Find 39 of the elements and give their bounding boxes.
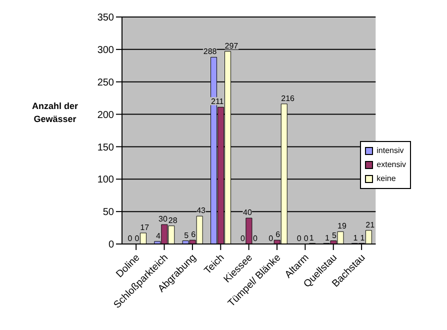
- data-label: 1: [353, 233, 358, 242]
- data-label: 0: [268, 234, 274, 243]
- data-label: 5: [184, 230, 190, 240]
- legend-label: keine: [376, 173, 396, 185]
- data-label: 1: [309, 233, 314, 242]
- data-label: 0: [252, 234, 258, 243]
- y-tick-label: 200: [97, 110, 114, 121]
- data-label: 297: [224, 41, 239, 50]
- data-label: 0: [240, 234, 246, 243]
- y-tick-label: 0: [108, 240, 114, 251]
- legend-label: extensiv: [376, 159, 406, 171]
- data-label: 216: [281, 94, 296, 103]
- data-label: 1: [325, 233, 330, 242]
- data-label: 0: [296, 234, 302, 243]
- y-tick-label: 350: [97, 12, 114, 24]
- legend-label: intensiv: [376, 145, 404, 157]
- y-tick-label: 300: [97, 44, 114, 56]
- data-label: 0: [304, 234, 309, 243]
- data-label: 0: [128, 234, 133, 243]
- data-label: 40: [243, 208, 252, 218]
- data-label: 6: [191, 230, 196, 240]
- y-tick-label: 50: [102, 207, 114, 218]
- data-label: 30: [158, 214, 168, 224]
- y-tick-label: 100: [97, 174, 114, 186]
- data-label: 28: [168, 216, 178, 225]
- data-label: 4: [156, 231, 161, 240]
- data-label: 43: [196, 206, 206, 216]
- y-tick-label: 150: [97, 142, 114, 154]
- data-label: 0: [134, 234, 140, 243]
- data-label: 21: [366, 220, 376, 230]
- data-label: 17: [140, 222, 150, 232]
- y-tick-label: 250: [97, 77, 114, 88]
- data-label: 211: [211, 97, 224, 106]
- data-label: 5: [332, 230, 338, 240]
- data-label: 1: [360, 233, 366, 242]
- data-label: 6: [276, 230, 281, 240]
- data-label: 288: [203, 47, 218, 56]
- data-label: 19: [338, 222, 347, 231]
- y-axis-title: Anzahl der Gewässer: [30, 100, 79, 126]
